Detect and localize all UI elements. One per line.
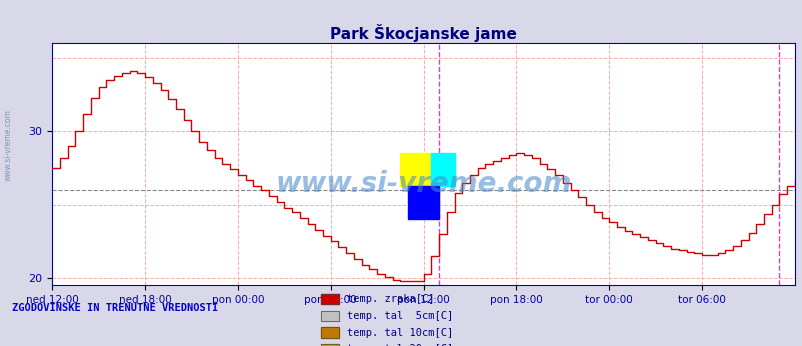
Text: www.si-vreme.com: www.si-vreme.com	[3, 109, 13, 181]
Text: temp. tal 10cm[C]: temp. tal 10cm[C]	[346, 328, 452, 337]
Bar	[400, 153, 431, 186]
Text: temp. tal 20cm[C]: temp. tal 20cm[C]	[346, 344, 452, 346]
Bar	[431, 153, 454, 186]
Text: temp. tal  5cm[C]: temp. tal 5cm[C]	[346, 311, 452, 321]
Text: ZGODOVINSKE IN TRENUTNE VREDNOSTI: ZGODOVINSKE IN TRENUTNE VREDNOSTI	[12, 303, 218, 313]
Bar	[407, 186, 439, 219]
Text: temp. zraka[C]: temp. zraka[C]	[346, 294, 434, 304]
Title: Park Škocjanske jame: Park Škocjanske jame	[330, 24, 516, 42]
Text: www.si-vreme.com: www.si-vreme.com	[275, 170, 571, 198]
